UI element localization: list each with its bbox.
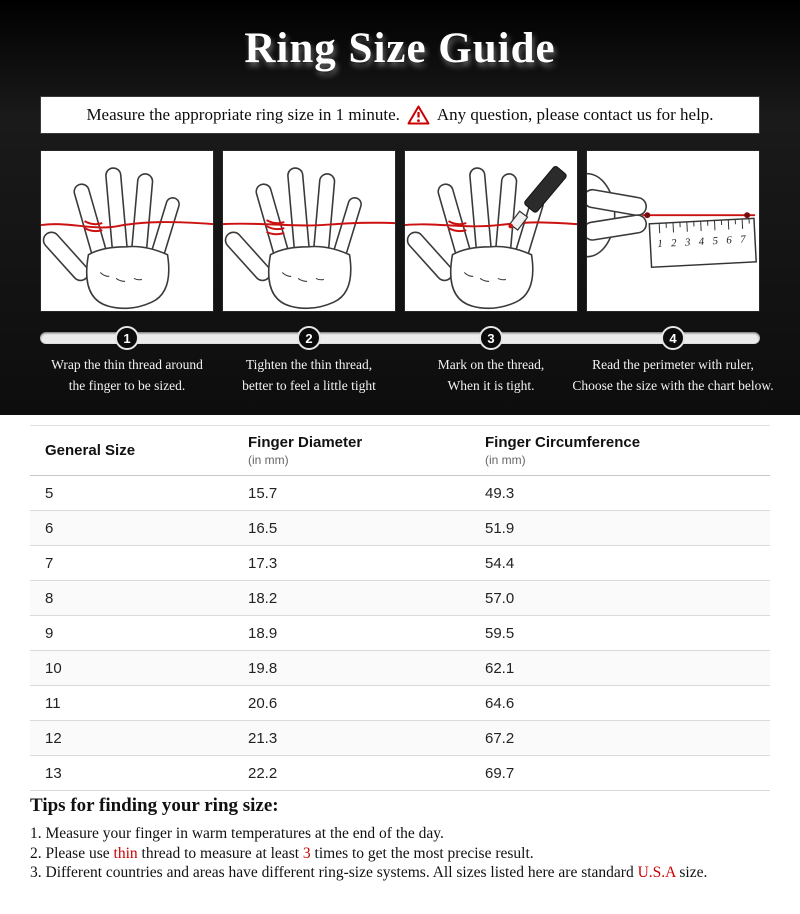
highlight-thin: thin xyxy=(113,844,138,862)
ruler-number: 1 xyxy=(657,238,663,250)
table-row: 7 17.3 54.4 xyxy=(30,546,770,581)
highlight-usa: U.S.A xyxy=(637,864,676,881)
highlight-3-times: 3 xyxy=(302,844,311,862)
warning-triangle-icon xyxy=(407,105,430,125)
step-4-badge: 4 xyxy=(661,326,685,350)
step-1-illustration xyxy=(40,150,214,312)
tip-line-2: 2. Please use thin thread to measure at … xyxy=(30,844,534,862)
step-4-caption: Read the perimeter with ruler, Choose th… xyxy=(572,357,774,393)
red-thread xyxy=(41,220,213,233)
ring-size-chart-table: General Size Finger Diameter (in mm) Fin… xyxy=(30,425,770,791)
hand-drawing xyxy=(41,166,182,310)
hand-drawing xyxy=(223,166,364,310)
column-header-general-size: General Size xyxy=(45,442,136,459)
ruler-number: 7 xyxy=(740,234,747,246)
page-title: Ring Size Guide xyxy=(244,25,556,72)
ruler-number: 6 xyxy=(726,234,733,246)
hand-drawing xyxy=(405,166,546,310)
step-2-badge: 2 xyxy=(297,326,321,350)
ruler-number: 4 xyxy=(698,236,705,248)
thread-mark-dot xyxy=(644,212,651,219)
red-thread xyxy=(223,219,395,236)
table-row: 5 15.7 49.3 xyxy=(30,476,770,511)
step-progress-bar xyxy=(40,332,760,344)
column-header-finger-circumference: Finger Circumference (in mm) xyxy=(485,434,641,467)
table-row: 11 20.6 64.6 xyxy=(30,686,770,721)
pinching-fingers-drawing xyxy=(587,172,648,258)
step-1-caption: Wrap the thin thread around the finger t… xyxy=(51,357,203,393)
tips-title: Tips for finding your ring size: xyxy=(30,795,279,816)
ruler-drawing: 1 2 3 4 5 6 7 xyxy=(648,217,757,269)
step-2-illustration xyxy=(222,150,396,312)
tip-line-1: 1. Measure your finger in warm temperatu… xyxy=(30,825,444,842)
banner-text-after: Any question, please contact us for help… xyxy=(436,105,714,124)
ruler-number: 2 xyxy=(671,237,678,249)
table-row: 12 21.3 67.2 xyxy=(30,720,770,756)
thread-mark-dot xyxy=(744,212,751,219)
column-header-finger-diameter: Finger Diameter (in mm) xyxy=(248,434,363,467)
step-1-badge: 1 xyxy=(115,326,139,350)
ruler-number: 5 xyxy=(712,235,719,247)
table-row: 10 19.8 62.1 xyxy=(30,650,770,686)
table-row: 13 22.2 69.7 xyxy=(30,756,770,791)
instruction-banner: Measure the appropriate ring size in 1 m… xyxy=(40,96,760,134)
step-3-illustration xyxy=(404,150,578,312)
black-header-section: Ring Size Guide Measure the appropriate … xyxy=(0,0,800,415)
table-header-row: General Size Finger Diameter (in mm) Fin… xyxy=(30,425,770,476)
red-thread xyxy=(405,220,577,233)
step-3-caption: Mark on the thread, When it is tight. xyxy=(437,357,545,393)
tips-section: Tips for finding your ring size: 1. Meas… xyxy=(30,795,785,883)
table-row: 9 18.9 59.5 xyxy=(30,616,770,651)
marker-pen-icon xyxy=(508,166,567,231)
tip-line-3: 3. Different countries and areas have di… xyxy=(30,864,708,881)
step-illustrations: 1 2 3 4 5 6 7 xyxy=(40,150,760,312)
banner-text-before: Measure the appropriate ring size in 1 m… xyxy=(86,105,400,124)
step-3-badge: 3 xyxy=(479,326,503,350)
step-4-illustration: 1 2 3 4 5 6 7 xyxy=(586,150,760,312)
step-2-caption: Tighten the thin thread, better to feel … xyxy=(242,357,376,393)
table-row: 6 16.5 51.9 xyxy=(30,510,770,546)
table-row: 8 18.2 57.0 xyxy=(30,580,770,616)
ruler-number: 3 xyxy=(684,236,692,248)
